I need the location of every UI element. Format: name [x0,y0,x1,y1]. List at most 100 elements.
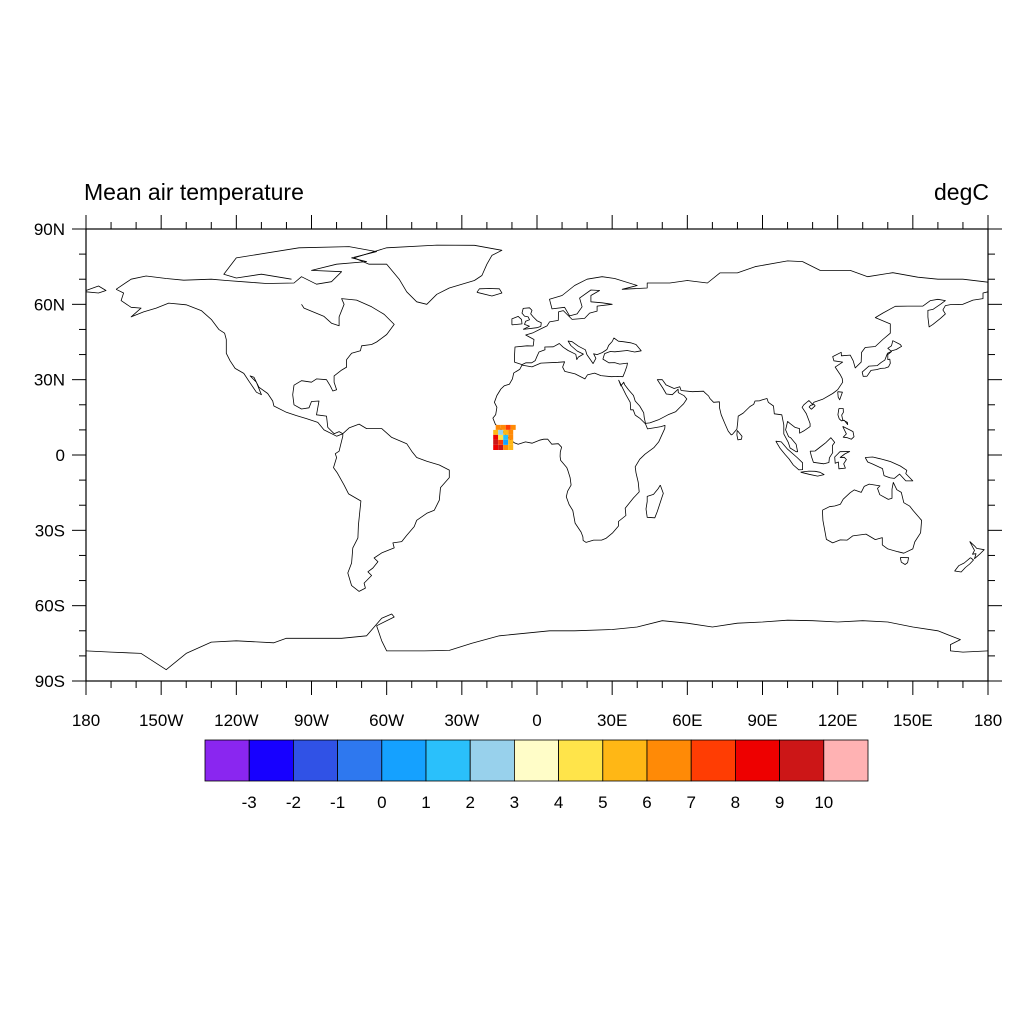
data-cell [508,439,514,445]
colorbar-label: -1 [330,793,345,812]
coastline-6 [85,285,107,294]
colorbar-swatch [248,739,294,782]
data-cell [498,434,504,440]
colorbar-label: 10 [814,793,833,812]
coastline-13 [861,350,893,377]
colorbar-swatch [514,739,560,782]
coastline-17 [775,440,803,471]
lat-tick-label: 30S [35,521,65,540]
coastline-28 [85,613,989,671]
coastline-15 [837,391,843,401]
colorbar-swatch [823,739,869,782]
colorbar-label: 5 [598,793,607,812]
coastline-18 [800,470,825,477]
coastline-1 [292,298,395,435]
data-cell [493,445,499,450]
lon-tick-label: 90W [294,711,329,730]
colorbar-swatch [425,739,471,782]
lat-tick-label: 90N [34,220,65,239]
lon-tick-label: 90E [747,711,777,730]
colorbar-swatch [292,739,338,782]
data-cell [493,439,499,445]
data-cell [495,424,501,430]
lat-tick-label: 60S [35,597,65,616]
coastline-22 [837,408,849,426]
lat-tick-label: 0 [56,446,65,465]
colorbar-label: -3 [242,793,257,812]
coastline-5 [514,260,989,365]
coastline-12 [736,430,743,441]
lon-tick-label: 120E [818,711,858,730]
colorbar-label: 0 [377,793,386,812]
coastlines [85,244,989,671]
colorbar-swatch [735,739,781,782]
coastline-16 [808,404,816,410]
colorbar-swatch [779,739,825,782]
colorbar-swatch [558,739,604,782]
lat-tick-label: 60N [34,295,65,314]
coastline-26 [969,541,985,560]
data-cell [493,434,499,440]
lon-tick-label: 60W [369,711,404,730]
data-cell [508,445,514,450]
lon-tick-label: 150E [893,711,933,730]
data-cell [498,429,504,435]
coastline-14 [887,340,902,352]
data-cell [508,434,514,440]
coastline-25 [899,557,909,565]
colorbar-swatch [469,739,515,782]
colorbar-label: 8 [731,793,740,812]
colorbar: -3 -2 -1 0 1 2 3 4 5 6 7 8 9 10 [204,739,869,812]
coastline-24 [822,481,922,554]
data-cell [498,445,504,450]
lon-tick-label: 180 [974,711,1002,730]
colorbar-label: 1 [421,793,430,812]
data-cell [498,439,504,445]
colorbar-swatch [646,739,692,782]
lon-tick-label: 120W [214,711,258,730]
coastline-19 [809,437,836,465]
data-cell [505,424,511,430]
coastline-9 [511,315,523,326]
coastline-20 [834,451,851,470]
data-cell [500,424,506,430]
data-cell [493,429,499,435]
colorbar-label: 3 [510,793,519,812]
lon-tick-label: 0 [532,711,541,730]
colorbar-swatch [337,739,383,782]
coastline-2 [115,288,343,437]
coastline-27 [954,557,974,573]
lon-tick-label: 30E [597,711,627,730]
colorbar-swatch [690,739,736,782]
coastline-11 [645,484,664,519]
coastline-4 [333,423,450,592]
data-cell [510,424,516,430]
coastline-8 [521,307,542,330]
colorbar-label: 9 [775,793,784,812]
coastline-0 [115,246,378,290]
colorbar-label: 6 [642,793,651,812]
colorbar-label: 4 [554,793,563,812]
coastline-7 [492,291,989,543]
data-cell [503,429,509,435]
lon-tick-label: 30W [444,711,479,730]
lon-tick-label: 150W [139,711,183,730]
colorbar-swatch [602,739,648,782]
colorbar-swatch [204,739,250,782]
temperature-data-patch [493,424,516,450]
coastline-10 [476,288,503,297]
lon-tick-label: 60E [672,711,702,730]
map-frame [85,228,989,682]
coastline-23 [842,426,855,440]
axis-ticks: 180 150W 120W 90W 60W 30W 0 30E 60E 90E 120E 150E 18… [34,215,1002,730]
data-cell [508,429,514,435]
data-cell [503,434,509,440]
map-title: Mean air temperature [84,179,304,205]
lat-tick-label: 30N [34,371,65,390]
colorbar-label: -2 [286,793,301,812]
colorbar-label: 7 [686,793,695,812]
lon-tick-label: 180 [72,711,100,730]
coastline-21 [864,456,914,482]
